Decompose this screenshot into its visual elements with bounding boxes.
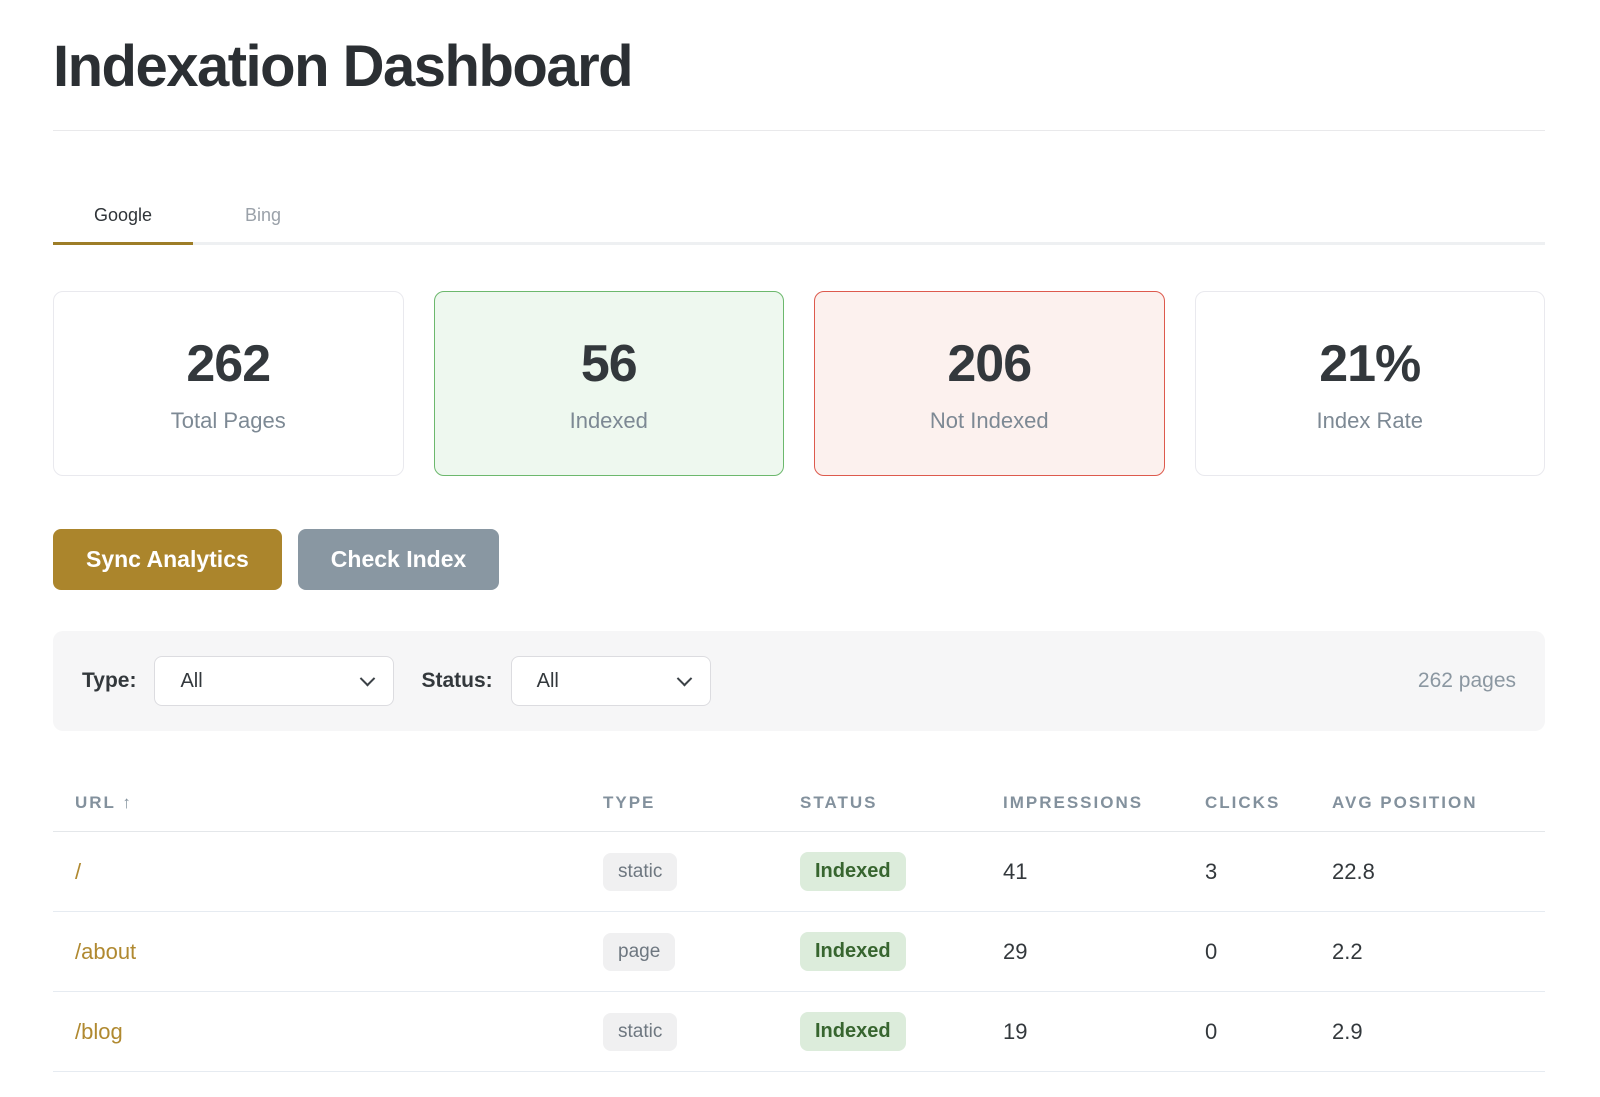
- table-row: /blog static Indexed 19 0 2.9: [53, 991, 1545, 1072]
- status-badge: Indexed: [800, 852, 906, 891]
- stat-label-index-rate: Index Rate: [1316, 407, 1423, 433]
- pages-table: URL ↑ TYPE STATUS IMPRESSIONS CLICKS AVG…: [53, 773, 1545, 1072]
- type-badge: page: [603, 932, 676, 971]
- status-badge: Indexed: [800, 932, 906, 971]
- impressions-value: 29: [1000, 911, 1202, 992]
- clicks-value: 3: [1202, 831, 1329, 912]
- stat-card-not-indexed: 206 Not Indexed: [814, 291, 1165, 476]
- column-header-type[interactable]: TYPE: [600, 773, 797, 832]
- check-index-button[interactable]: Check Index: [297, 529, 500, 590]
- type-badge: static: [603, 852, 678, 891]
- table-header-row: URL ↑ TYPE STATUS IMPRESSIONS CLICKS AVG…: [53, 773, 1545, 832]
- filter-bar: Type: All Status: All 262 pages: [53, 631, 1545, 731]
- title-divider: [53, 130, 1545, 131]
- stat-label-not-indexed: Not Indexed: [929, 407, 1049, 433]
- stat-value-not-indexed: 206: [947, 334, 1032, 393]
- stat-value-total-pages: 262: [186, 334, 271, 393]
- type-badge: static: [603, 1012, 678, 1051]
- avg-position-value: 22.8: [1329, 831, 1545, 912]
- chevron-down-icon: [360, 670, 376, 686]
- url-link[interactable]: /about: [75, 938, 137, 964]
- avg-position-value: 2.9: [1329, 991, 1545, 1072]
- status-select[interactable]: All: [510, 656, 711, 706]
- type-filter-label: Type:: [82, 669, 137, 692]
- indexation-dashboard-page: Indexation Dashboard Google Bing 262 Tot…: [53, 34, 1545, 1072]
- status-filter-label: Status:: [421, 669, 493, 692]
- stat-cards: 262 Total Pages 56 Indexed 206 Not Index…: [53, 291, 1545, 476]
- stat-card-index-rate: 21% Index Rate: [1194, 291, 1545, 476]
- type-select-value: All: [180, 669, 203, 692]
- stat-card-indexed: 56 Indexed: [433, 291, 784, 476]
- table-row: / static Indexed 41 3 22.8: [53, 831, 1545, 912]
- tab-bing[interactable]: Bing: [244, 205, 282, 225]
- clicks-value: 0: [1202, 911, 1329, 992]
- action-buttons: Sync Analytics Check Index: [53, 529, 1545, 590]
- column-header-impressions[interactable]: IMPRESSIONS: [1000, 773, 1202, 832]
- search-engine-tabs: Google Bing: [53, 195, 1545, 245]
- status-badge: Indexed: [800, 1012, 906, 1051]
- column-header-url[interactable]: URL ↑: [53, 773, 600, 832]
- pages-count: 262 pages: [1417, 669, 1516, 692]
- tab-google[interactable]: Google: [53, 195, 193, 245]
- stat-value-index-rate: 21%: [1319, 334, 1421, 393]
- page-title: Indexation Dashboard: [53, 34, 634, 99]
- stat-value-indexed: 56: [580, 334, 638, 393]
- stat-label-total-pages: Total Pages: [170, 407, 286, 433]
- stat-card-total-pages: 262 Total Pages: [53, 291, 404, 476]
- impressions-value: 19: [1000, 991, 1202, 1072]
- column-header-clicks[interactable]: CLICKS: [1202, 773, 1329, 832]
- column-header-status[interactable]: STATUS: [797, 773, 1000, 832]
- status-select-value: All: [536, 669, 559, 692]
- sort-ascending-icon: ↑: [122, 793, 133, 812]
- table-row: /about page Indexed 29 0 2.2: [53, 911, 1545, 992]
- impressions-value: 41: [1000, 831, 1202, 912]
- table-body: / static Indexed 41 3 22.8 /about page I…: [53, 831, 1545, 1072]
- url-link[interactable]: /blog: [75, 1018, 123, 1044]
- column-header-avg-position[interactable]: AVG POSITION: [1329, 773, 1545, 832]
- type-select[interactable]: All: [154, 656, 395, 706]
- stat-label-indexed: Indexed: [569, 407, 648, 433]
- avg-position-value: 2.2: [1329, 911, 1545, 992]
- chevron-down-icon: [676, 670, 692, 686]
- url-link[interactable]: /: [75, 858, 82, 884]
- sync-analytics-button[interactable]: Sync Analytics: [53, 529, 282, 590]
- clicks-value: 0: [1202, 991, 1329, 1072]
